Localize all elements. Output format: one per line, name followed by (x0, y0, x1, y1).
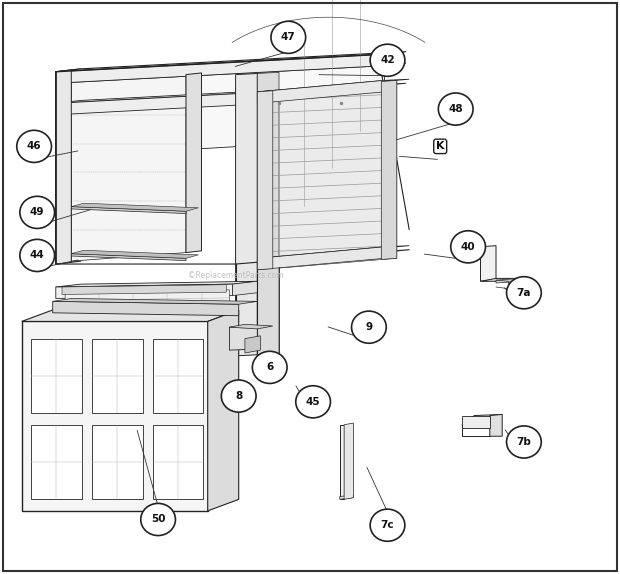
Text: 42: 42 (380, 55, 395, 65)
Polygon shape (257, 72, 279, 355)
Polygon shape (56, 55, 378, 83)
Polygon shape (71, 250, 198, 258)
Circle shape (252, 351, 287, 383)
Polygon shape (257, 80, 384, 103)
Text: 44: 44 (30, 250, 45, 261)
Polygon shape (56, 83, 406, 103)
Circle shape (271, 21, 306, 53)
Circle shape (221, 380, 256, 412)
Polygon shape (208, 310, 239, 511)
Text: 7b: 7b (516, 437, 531, 447)
Polygon shape (71, 207, 186, 214)
Polygon shape (153, 339, 203, 413)
Polygon shape (56, 281, 257, 287)
Polygon shape (71, 254, 186, 261)
Polygon shape (245, 336, 260, 353)
Polygon shape (344, 423, 353, 499)
Polygon shape (229, 326, 257, 350)
Polygon shape (56, 63, 406, 83)
Polygon shape (186, 73, 202, 253)
Text: 49: 49 (30, 207, 45, 218)
Circle shape (20, 239, 55, 272)
Polygon shape (65, 290, 229, 309)
Text: 6: 6 (266, 362, 273, 373)
Polygon shape (56, 69, 81, 264)
Text: 46: 46 (27, 141, 42, 152)
Polygon shape (340, 495, 353, 499)
Polygon shape (56, 70, 71, 264)
Circle shape (20, 196, 55, 228)
Polygon shape (71, 70, 186, 261)
Text: 47: 47 (281, 32, 296, 42)
Polygon shape (56, 284, 232, 298)
Polygon shape (236, 73, 257, 356)
Polygon shape (480, 246, 496, 281)
Text: 40: 40 (461, 242, 476, 252)
Text: 8: 8 (235, 391, 242, 401)
Text: 9: 9 (365, 322, 373, 332)
Text: 50: 50 (151, 514, 166, 525)
Polygon shape (257, 246, 409, 258)
Polygon shape (31, 339, 82, 413)
Text: 45: 45 (306, 397, 321, 407)
Text: ©ReplacementParts.com: ©ReplacementParts.com (188, 271, 283, 280)
Polygon shape (257, 91, 273, 270)
Circle shape (507, 426, 541, 458)
Polygon shape (257, 79, 409, 92)
Polygon shape (496, 278, 521, 283)
Polygon shape (462, 414, 502, 425)
Polygon shape (490, 414, 502, 436)
Circle shape (17, 130, 51, 162)
Polygon shape (340, 425, 344, 499)
Polygon shape (31, 425, 82, 499)
Polygon shape (53, 301, 239, 316)
Circle shape (451, 231, 485, 263)
Polygon shape (62, 285, 226, 294)
Text: 48: 48 (448, 104, 463, 114)
Circle shape (141, 503, 175, 536)
Polygon shape (56, 52, 406, 72)
Circle shape (370, 509, 405, 541)
Polygon shape (153, 425, 203, 499)
Polygon shape (71, 203, 198, 211)
Circle shape (370, 44, 405, 76)
Text: 7c: 7c (381, 520, 394, 530)
Polygon shape (22, 310, 239, 321)
Polygon shape (480, 278, 521, 281)
Text: 7a: 7a (516, 288, 531, 298)
Polygon shape (232, 281, 257, 296)
Text: K: K (436, 141, 445, 152)
Polygon shape (92, 425, 143, 499)
Polygon shape (229, 324, 273, 329)
Polygon shape (462, 416, 490, 428)
Polygon shape (381, 80, 397, 259)
Polygon shape (257, 247, 384, 270)
Polygon shape (53, 298, 257, 304)
Polygon shape (92, 339, 143, 413)
Polygon shape (56, 86, 378, 115)
Circle shape (438, 93, 473, 125)
Polygon shape (192, 57, 384, 149)
Circle shape (352, 311, 386, 343)
Polygon shape (22, 321, 208, 511)
Circle shape (296, 386, 330, 418)
Polygon shape (273, 80, 397, 269)
Circle shape (507, 277, 541, 309)
